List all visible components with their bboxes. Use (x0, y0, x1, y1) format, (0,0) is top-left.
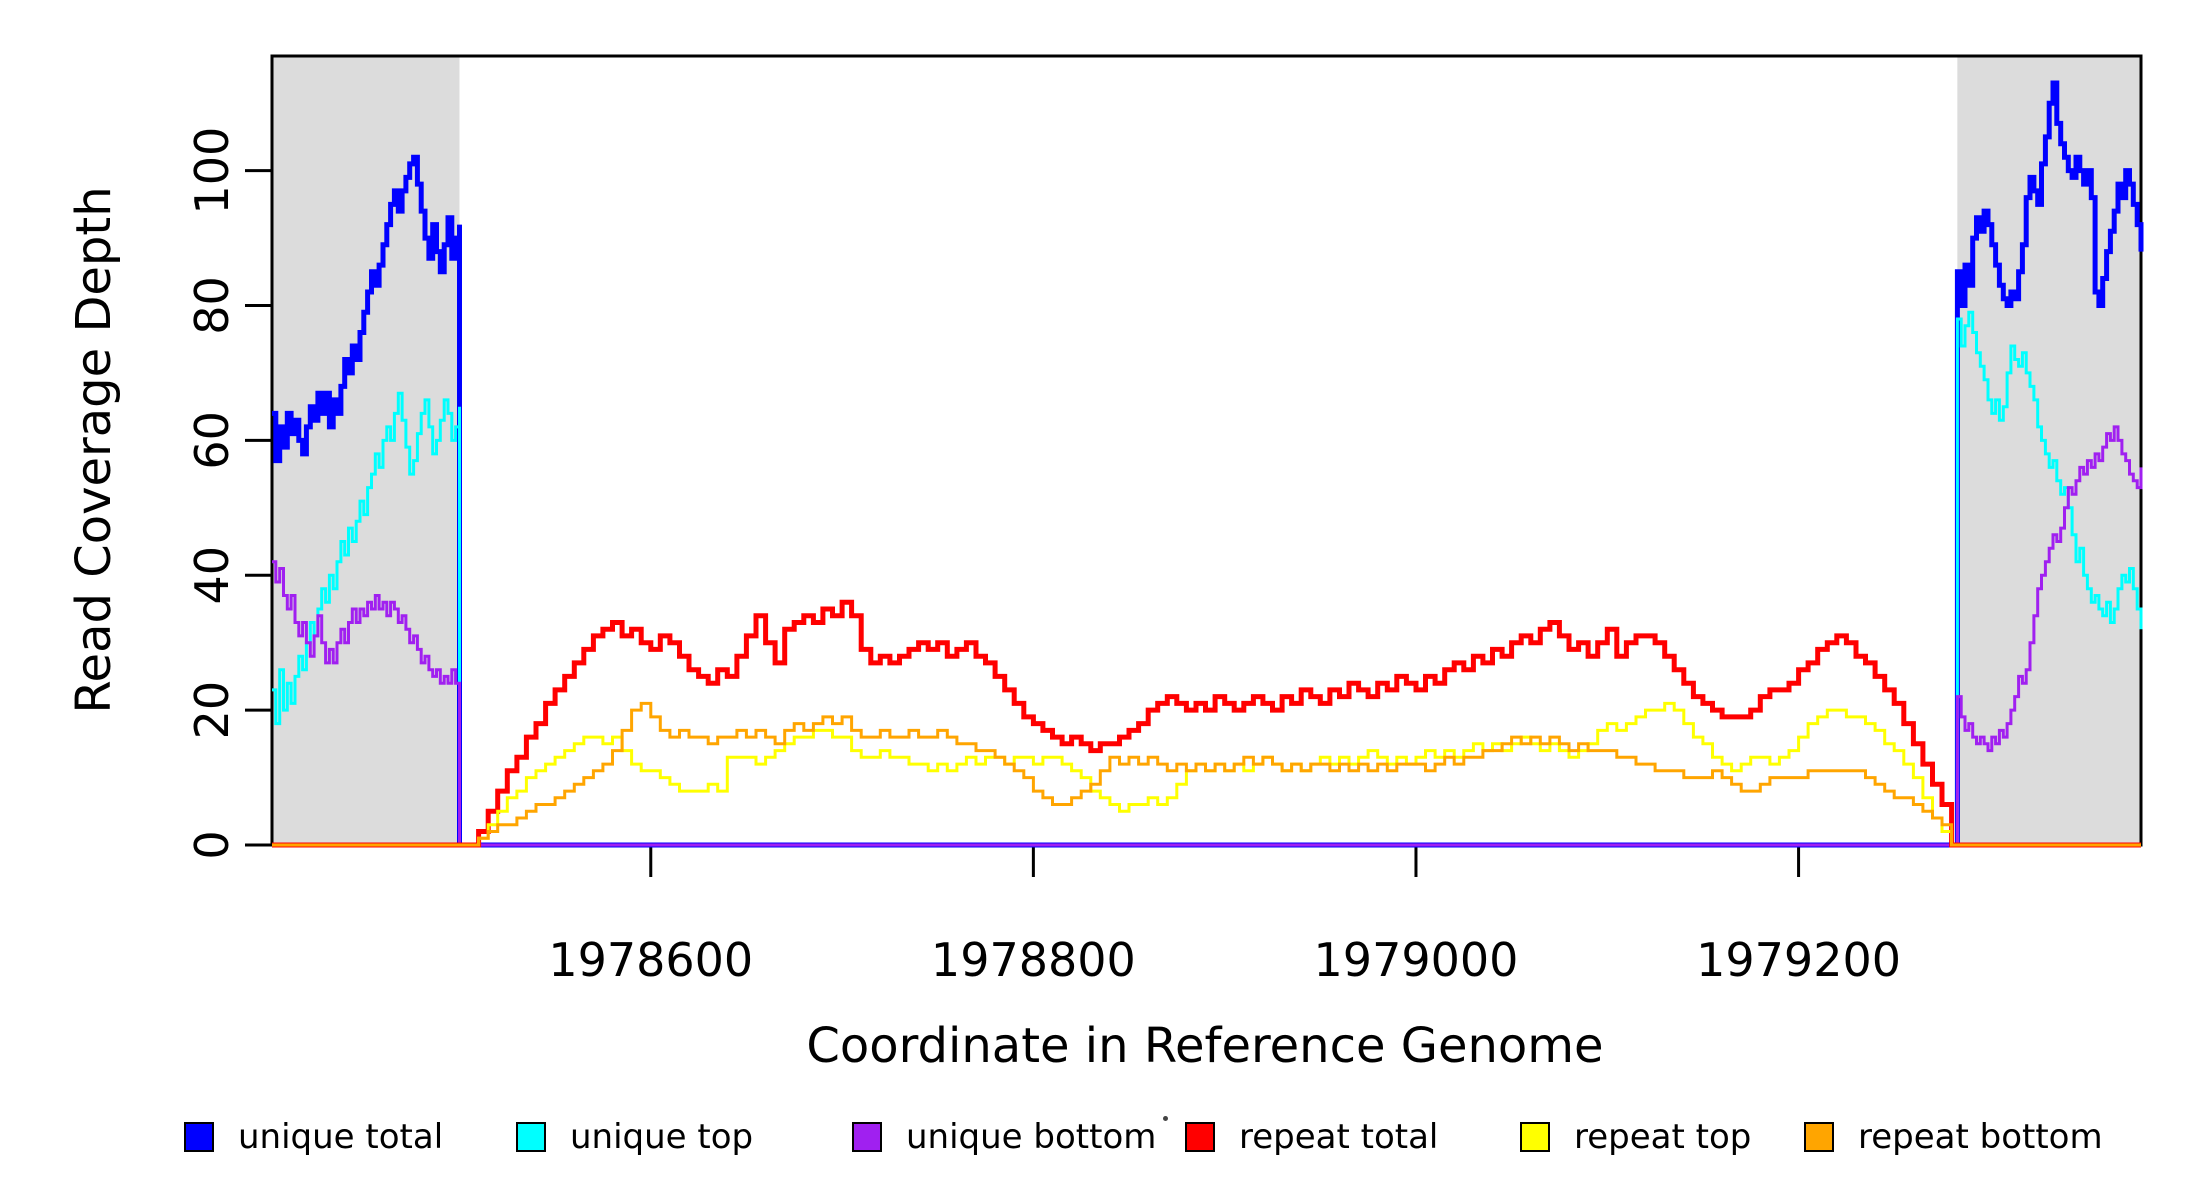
y-axis-title: Read Coverage Depth (66, 186, 122, 714)
legend-item-repeat-bottom: repeat bottom (1804, 1117, 2103, 1157)
repeat-bottom-swatch-icon (1804, 1122, 1834, 1152)
series-unique-total (272, 80, 2144, 848)
legend-label: repeat bottom (1858, 1117, 2103, 1157)
repeat-total-swatch-icon (1185, 1122, 1215, 1152)
legend-item-unique-total: unique total (184, 1117, 444, 1157)
x-axis-title: Coordinate in Reference Genome (806, 1018, 1604, 1074)
legend-label: repeat total (1239, 1117, 1439, 1157)
x-tick-label: 1979200 (1696, 933, 1901, 987)
unique-bottom-swatch-icon (852, 1122, 882, 1152)
legend-item-repeat-total: repeat total (1185, 1117, 1439, 1157)
legend-label: unique total (238, 1117, 444, 1157)
legend-label: unique bottom (906, 1117, 1157, 1157)
y-tick-label: 0 (185, 830, 239, 859)
unique-total-swatch-icon (184, 1122, 214, 1152)
legend-item-unique-bottom: unique bottom (852, 1117, 1157, 1157)
y-tick-label: 20 (185, 681, 239, 740)
series-unique-top (272, 310, 2143, 847)
stray-dot (1163, 1116, 1168, 1121)
series-repeat-top (272, 701, 2141, 847)
series-unique-bottom (272, 425, 2143, 847)
shaded-region (1957, 56, 2141, 845)
legend-label: repeat top (1574, 1117, 1752, 1157)
x-tick-label: 1979000 (1314, 933, 1519, 987)
legend-label: unique top (570, 1117, 754, 1157)
y-tick-label: 40 (185, 546, 239, 605)
y-tick-label: 60 (185, 411, 239, 470)
legend-item-repeat-top: repeat top (1520, 1117, 1752, 1157)
x-tick-label: 1978600 (548, 933, 753, 987)
plot-box (270, 54, 2143, 847)
series-repeat-total (272, 599, 2141, 848)
legend-item-unique-top: unique top (516, 1117, 754, 1157)
series-repeat-bottom (272, 701, 2141, 847)
x-tick-label: 1978800 (931, 933, 1136, 987)
y-tick-label: 100 (185, 127, 239, 215)
repeat-top-swatch-icon (1520, 1122, 1550, 1152)
y-tick-label: 80 (185, 276, 239, 335)
unique-top-swatch-icon (516, 1122, 546, 1152)
